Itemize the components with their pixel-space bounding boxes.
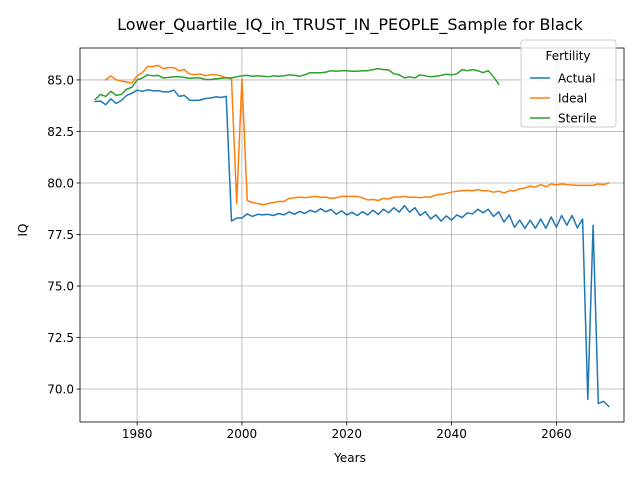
- x-axis-label: Years: [333, 451, 366, 465]
- legend-entries: Actual Ideal Sterile: [530, 72, 597, 126]
- series-line-ideal: [104, 64, 610, 206]
- y-tick-label: 72.5: [47, 331, 74, 345]
- y-tick-label: 77.5: [47, 228, 74, 242]
- y-tick-label: 80.0: [47, 176, 74, 190]
- plot-frame: [79, 47, 625, 423]
- x-tick-label: 2060: [541, 427, 572, 441]
- x-tick-label: 1980: [122, 427, 153, 441]
- y-tick-label: 85.0: [47, 73, 74, 87]
- chart-title: Lower_Quartile_IQ_in_TRUST_IN_PEOPLE_Sam…: [117, 15, 583, 35]
- series-line-sterile: [94, 67, 500, 101]
- legend: Fertility Actual Ideal Sterile: [520, 39, 617, 128]
- y-tick-label: 70.0: [47, 383, 74, 397]
- legend-label-sterile: Sterile: [558, 112, 597, 126]
- legend-title: Fertility: [545, 49, 590, 63]
- ticks-layer: 1980 2000 2020 2040 2060 70.0 72.5 75.0 77.5 80.0…: [47, 73, 571, 441]
- grid-layer: [80, 48, 624, 422]
- series-layer: [94, 64, 610, 408]
- y-tick-label: 75.0: [47, 280, 74, 294]
- legend-label-actual: Actual: [558, 72, 596, 86]
- y-axis-label: IQ: [16, 224, 30, 237]
- x-tick-label: 2040: [436, 427, 467, 441]
- legend-label-ideal: Ideal: [558, 92, 587, 106]
- x-tick-label: 2000: [227, 427, 258, 441]
- legend-box: [520, 39, 617, 128]
- x-tick-label: 2020: [331, 427, 362, 441]
- series-line-actual: [94, 89, 610, 408]
- y-tick-label: 82.5: [47, 125, 74, 139]
